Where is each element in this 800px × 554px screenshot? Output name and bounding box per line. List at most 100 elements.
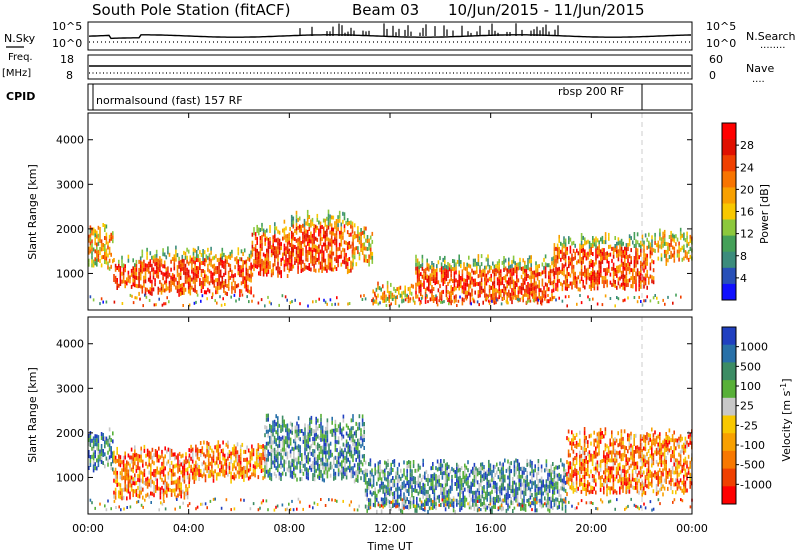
echo-cell — [469, 280, 472, 285]
echo-cell — [306, 213, 309, 218]
echo-cell — [392, 480, 394, 484]
echo-cell — [572, 240, 575, 245]
echo-cell — [537, 467, 540, 471]
echo-cell — [223, 264, 225, 269]
echo-cell — [200, 299, 202, 303]
echo-cell — [681, 245, 684, 250]
echo-cell — [480, 482, 482, 487]
echo-cell — [277, 460, 279, 465]
echo-cell — [604, 236, 607, 241]
echo-cell — [300, 249, 303, 253]
echo-cell — [469, 276, 472, 281]
echo-cell — [137, 477, 139, 482]
echo-cell — [463, 290, 465, 295]
echo-cell — [278, 266, 281, 271]
echo-cell — [446, 490, 448, 495]
echo-cell — [249, 467, 252, 472]
echo-cell — [489, 467, 492, 472]
echo-cell — [295, 218, 298, 223]
echo-cell — [257, 463, 260, 468]
echo-cell — [400, 492, 402, 497]
echo-cell — [668, 243, 671, 247]
echo-cell — [216, 258, 219, 262]
echo-cell — [540, 476, 543, 481]
echo-cell — [625, 267, 628, 272]
echo-cell — [140, 446, 142, 451]
echo-cell — [527, 290, 529, 294]
echo-cell — [311, 221, 314, 226]
echo-cell — [416, 262, 419, 267]
echo-cell — [265, 465, 268, 470]
echo-cell — [329, 230, 331, 235]
echo-cell — [382, 489, 384, 494]
echo-cell — [195, 270, 198, 274]
echo-cell — [363, 434, 365, 438]
echo-cell — [184, 263, 187, 268]
echo-cell — [315, 299, 317, 303]
echo-cell — [335, 231, 338, 235]
echo-cell — [264, 469, 266, 474]
echo-cell — [134, 477, 136, 482]
echo-cell — [535, 273, 537, 278]
echo-cell — [142, 487, 144, 492]
echo-cell — [484, 495, 487, 500]
echo-cell — [366, 472, 368, 477]
echo-cell — [298, 256, 301, 261]
echo-cell — [457, 468, 460, 473]
echo-cell — [673, 258, 676, 263]
echo-cell — [460, 478, 463, 483]
echo-cell — [241, 293, 244, 297]
echo-cell — [108, 250, 111, 255]
echo-cell — [104, 436, 106, 441]
echo-cell — [499, 477, 501, 482]
echo-cell — [377, 465, 380, 470]
echo-cell — [139, 268, 142, 273]
echo-cell — [119, 278, 122, 282]
echo-cell — [574, 251, 576, 256]
echo-cell — [302, 251, 304, 256]
echo-cell — [540, 488, 543, 493]
echo-cell — [345, 256, 347, 261]
echo-cell — [161, 453, 163, 458]
echo-cell — [507, 499, 509, 504]
echo-cell — [244, 473, 247, 478]
echo-cell — [523, 498, 525, 503]
echo-cell — [147, 269, 150, 274]
echo-cell — [137, 485, 139, 490]
echo-cell — [361, 246, 364, 251]
echo-cell — [398, 474, 400, 479]
echo-cell — [553, 251, 556, 256]
echo-cell — [272, 432, 274, 437]
echo-cell — [132, 278, 134, 283]
echo-cell — [227, 464, 229, 469]
echo-cell — [542, 483, 544, 488]
echo-cell — [203, 468, 205, 473]
echo-cell — [202, 281, 204, 285]
echo-cell — [270, 445, 273, 450]
echo-cell — [158, 297, 160, 301]
echo-cell — [143, 480, 146, 485]
echo-cell — [431, 293, 433, 297]
echo-cell — [625, 263, 628, 268]
echo-cell — [376, 509, 378, 514]
echo-cell — [329, 449, 332, 454]
echo-cell — [526, 462, 528, 467]
echo-cell — [258, 255, 260, 260]
echo-cell — [498, 291, 500, 296]
echo-cell — [286, 238, 289, 242]
echo-cell — [161, 465, 163, 470]
echo-cell — [536, 476, 538, 481]
echo-cell — [604, 252, 607, 257]
echo-cell — [415, 282, 417, 287]
echo-cell — [259, 256, 262, 260]
echo-cell — [247, 276, 249, 281]
echo-cell — [102, 247, 104, 251]
echo-cell — [130, 483, 133, 488]
echo-cell — [286, 423, 289, 428]
echo-cell — [100, 432, 103, 436]
echo-cell — [315, 424, 317, 429]
colorbar-tick-label: 24 — [740, 161, 754, 174]
echo-cell — [646, 237, 648, 242]
echo-cell — [293, 439, 295, 444]
echo-cell — [154, 485, 157, 489]
